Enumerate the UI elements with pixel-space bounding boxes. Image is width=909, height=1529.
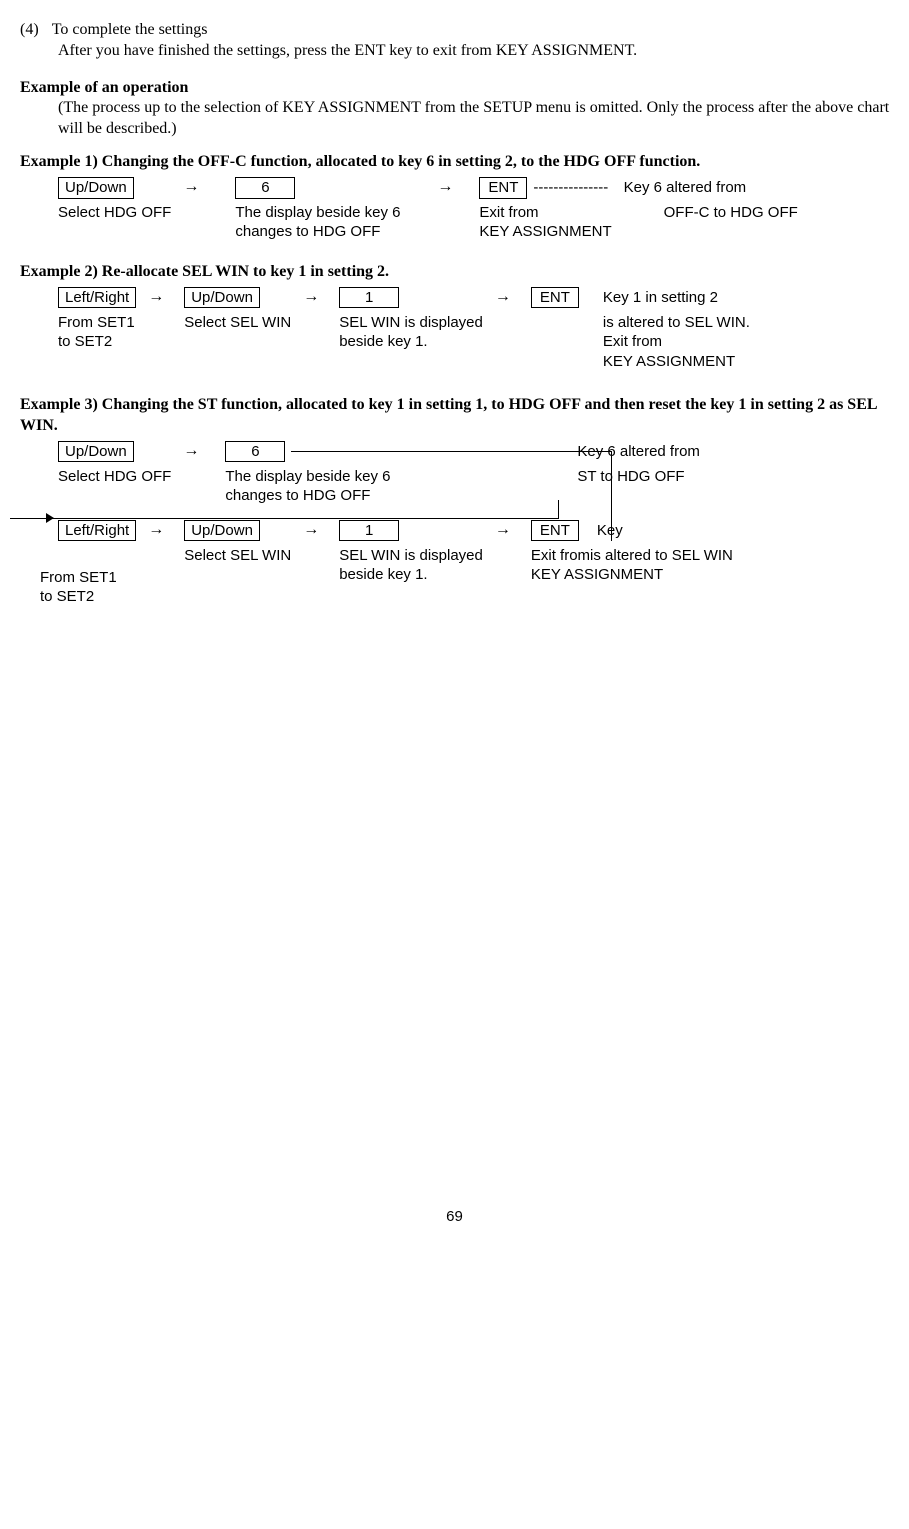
ent-key: ENT [479,177,527,199]
ex3r2-right-sub1: Exit fromis altered to SEL WIN [531,546,733,566]
arrow-icon: → [495,287,511,309]
ex1-c2-sub2: changes to HDG OFF [235,222,400,242]
example3-label: Example 3) Changing the ST function, all… [20,395,899,437]
arrow-icon: → [148,287,164,309]
ex3r2-c2-sub: Select SEL WIN [184,546,291,566]
ex3r2-c1-sub1: From SET1 [40,568,117,588]
six-key: 6 [235,177,295,199]
example1-flow: Up/Down Select HDG OFF → 6 The display b… [58,177,899,242]
arrow-icon: → [183,177,199,199]
six-key: 6 [225,441,285,463]
section-number: (4) [20,20,48,41]
example2-flow: Left/Right From SET1 to SET2 → Up/Down S… [58,287,899,372]
ex1-c3-sub1: Exit from [479,203,611,223]
section-body: After you have finished the settings, pr… [58,41,899,62]
updown-key: Up/Down [58,177,134,199]
ex1-right-top: Key 6 altered from [624,177,747,199]
one-key: 1 [339,287,399,309]
page-number: 69 [10,1207,899,1227]
ex2-c1-sub2: to SET2 [58,332,135,352]
ex3r2-c1-sub2: to SET2 [40,587,117,607]
section-title: To complete the settings [52,21,208,38]
ex1-c2-sub1: The display beside key 6 [235,203,400,223]
ex2-right-top: Key 1 in setting 2 [603,287,718,309]
ex3r2-c3-sub2: beside key 1. [339,565,483,585]
updown-key: Up/Down [58,441,134,463]
ex1-c1-sub: Select HDG OFF [58,203,171,223]
connector-line-2 [10,500,899,532]
leftright-key: Left/Right [58,287,136,309]
ex2-right-sub2: Exit from [603,332,750,352]
example2-label: Example 2) Re-allocate SEL WIN to key 1 … [20,262,899,283]
ex2-c3-sub2: beside key 1. [339,332,483,352]
updown-key: Up/Down [184,287,260,309]
section-intro: (4) To complete the settings After you h… [20,20,899,62]
ex2-c1-sub1: From SET1 [58,313,135,333]
ex2-right-sub1: is altered to SEL WIN. [603,313,750,333]
ex1-c3-sub2: KEY ASSIGNMENT [479,222,611,242]
ent-key: ENT [531,287,579,309]
ex2-c3-sub1: SEL WIN is displayed [339,313,483,333]
example3-row1: Up/Down Select HDG OFF → 6 The display b… [58,441,899,506]
ex3r1-c1-sub: Select HDG OFF [58,467,171,487]
ex3r2-right-sub2: KEY ASSIGNMENT [531,565,733,585]
arrow-icon: → [303,287,319,309]
ex2-c2-sub: Select SEL WIN [184,313,291,333]
ex1-right-bot: OFF-C to HDG OFF [664,203,798,223]
arrow-icon: → [437,177,453,199]
operation-heading: Example of an operation [20,78,899,99]
ex3r2-c3-sub1: SEL WIN is displayed [339,546,483,566]
ex2-right-sub3: KEY ASSIGNMENT [603,352,750,372]
arrow-icon: → [183,441,199,463]
dashes: --------------- [533,178,608,198]
operation-note: (The process up to the selection of KEY … [58,98,899,140]
example1-label: Example 1) Changing the OFF-C function, … [20,152,899,173]
